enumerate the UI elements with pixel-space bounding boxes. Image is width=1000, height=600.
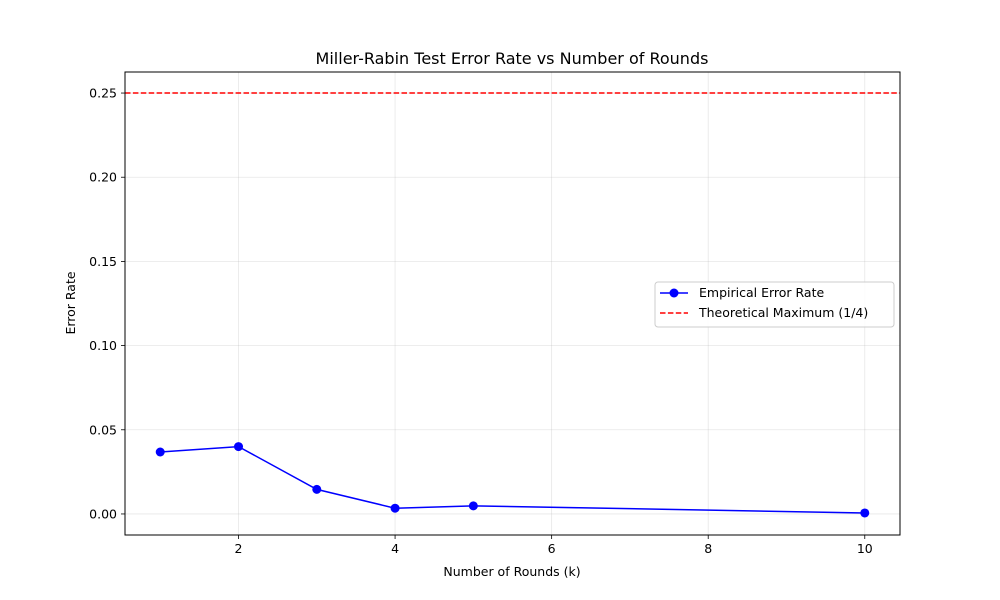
legend-label-theoretical: Theoretical Maximum (1/4)	[698, 305, 868, 320]
x-tick-label: 6	[548, 541, 556, 556]
empirical-data-point	[234, 442, 244, 452]
chart-title: Miller-Rabin Test Error Rate vs Number o…	[316, 49, 709, 68]
x-tick-label: 2	[235, 541, 243, 556]
y-tick-label: 0.05	[89, 422, 117, 437]
y-tick-label: 0.10	[89, 338, 117, 353]
axes-frame	[124, 71, 901, 536]
x-tick-label: 8	[704, 541, 712, 556]
y-axis: 0.00 0.05 0.10 0.15 0.20 0.25	[89, 86, 125, 521]
empirical-data-point	[390, 503, 400, 513]
legend-label-empirical: Empirical Error Rate	[699, 285, 824, 300]
empirical-data-point	[155, 447, 165, 457]
legend-box	[654, 281, 895, 328]
plot-area	[125, 92, 900, 518]
y-tick-label: 0.15	[89, 254, 117, 269]
empirical-data-point	[860, 508, 870, 518]
legend-marker-empirical	[669, 288, 679, 298]
y-tick-label: 0.20	[89, 170, 117, 185]
empirical-data-point	[312, 484, 322, 494]
y-tick-label: 0.00	[89, 506, 117, 521]
y-tick-label: 0.25	[89, 86, 117, 101]
empirical-data-point	[468, 501, 478, 511]
empirical-error-line	[160, 445, 865, 514]
y-axis-label: Error Rate	[63, 271, 78, 334]
x-tick-label: 10	[857, 541, 873, 556]
x-axis-label: Number of Rounds (k)	[443, 564, 580, 579]
x-tick-label: 4	[391, 541, 399, 556]
x-axis: 2 4 6 8 10	[235, 535, 873, 556]
legend: Empirical Error Rate Theoretical Maximum…	[654, 281, 895, 328]
